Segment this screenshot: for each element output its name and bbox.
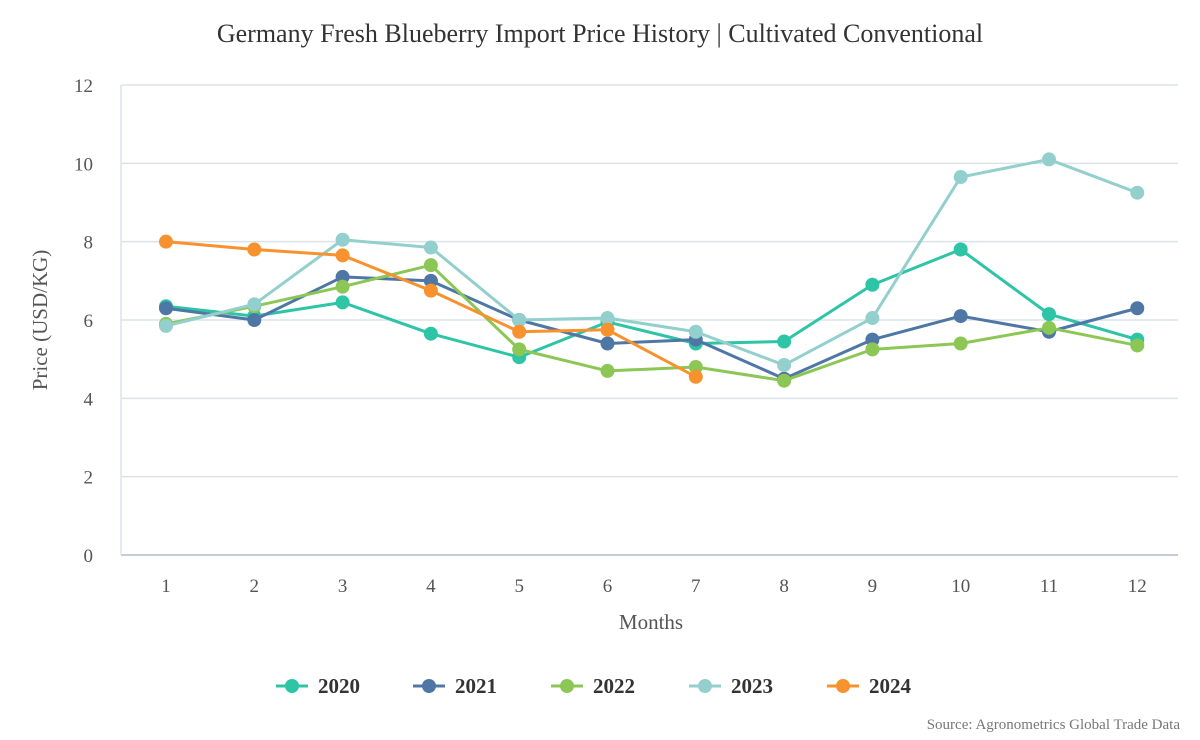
- y-tick-label: 6: [84, 311, 94, 332]
- data-point-2023-5[interactable]: [512, 313, 527, 327]
- series-2023: [159, 152, 1145, 373]
- x-tick-label: 8: [779, 576, 789, 597]
- data-point-2023-2[interactable]: [247, 297, 262, 312]
- data-point-2021-1[interactable]: [159, 301, 173, 316]
- x-tick-label: 1: [161, 576, 171, 597]
- x-axis-label: Months: [619, 610, 683, 634]
- data-point-2023-7[interactable]: [688, 324, 703, 339]
- data-point-2022-10[interactable]: [953, 336, 968, 351]
- y-tick-label: 8: [84, 233, 94, 254]
- data-point-2020-10[interactable]: [953, 242, 968, 257]
- chart-title: Germany Fresh Blueberry Import Price His…: [217, 19, 983, 48]
- legend-label-2023: 2023: [731, 674, 773, 698]
- data-point-2023-11[interactable]: [1042, 152, 1056, 167]
- series-line-2020: [165, 248, 1138, 359]
- series-2024: [159, 234, 703, 384]
- data-point-2023-10[interactable]: [953, 170, 968, 185]
- data-point-2021-2[interactable]: [247, 313, 262, 327]
- data-point-2021-9[interactable]: [865, 332, 880, 347]
- series-2020: [159, 242, 1145, 365]
- y-tick-label: 4: [84, 389, 94, 410]
- data-point-2020-8[interactable]: [777, 334, 792, 349]
- data-point-2021-10[interactable]: [953, 309, 968, 324]
- legend-marker-2022: [560, 679, 574, 693]
- data-point-2022-6[interactable]: [600, 363, 615, 378]
- x-tick-label: 12: [1128, 576, 1147, 597]
- x-tick-label: 10: [951, 576, 970, 597]
- data-point-2024-7[interactable]: [688, 369, 703, 384]
- legend-item-2023[interactable]: 2023: [689, 674, 773, 698]
- data-point-2022-8[interactable]: [777, 373, 792, 388]
- data-point-2021-6[interactable]: [600, 336, 615, 351]
- x-tick-label: 4: [426, 576, 436, 597]
- data-point-2021-12[interactable]: [1130, 301, 1145, 316]
- legend-label-2021: 2021: [455, 674, 497, 698]
- series-line-2023: [165, 157, 1138, 367]
- series-2022: [159, 258, 1145, 388]
- x-tick-label: 9: [868, 576, 878, 597]
- data-point-2022-12[interactable]: [1130, 338, 1145, 353]
- series-line-2022: [165, 263, 1138, 383]
- data-point-2020-3[interactable]: [335, 295, 350, 310]
- legend-item-2021[interactable]: 2021: [413, 674, 497, 698]
- legend-item-2022[interactable]: 2022: [551, 674, 635, 698]
- data-point-2022-9[interactable]: [865, 342, 880, 357]
- source-note: Source: Agronometrics Global Trade Data: [927, 717, 1181, 733]
- x-tick-label: 3: [338, 576, 348, 597]
- legend-item-2024[interactable]: 2024: [827, 674, 912, 698]
- x-tick-label: 5: [514, 576, 524, 597]
- legend-marker-2020: [285, 679, 299, 693]
- grid: [121, 84, 1178, 478]
- legend[interactable]: 2020 2021 2022 2023 2024: [276, 674, 912, 698]
- data-point-2020-9[interactable]: [865, 277, 880, 292]
- legend-marker-2024: [836, 679, 850, 693]
- x-tick-label: 2: [250, 576, 260, 597]
- series-group: [159, 152, 1145, 388]
- data-point-2023-12[interactable]: [1130, 185, 1145, 200]
- data-point-2020-11[interactable]: [1042, 307, 1056, 322]
- data-point-2022-7[interactable]: [688, 360, 703, 374]
- data-point-2022-3[interactable]: [335, 279, 350, 294]
- data-point-2021-4[interactable]: [423, 273, 438, 288]
- data-point-2024-1[interactable]: [159, 234, 173, 249]
- x-tick-label: 7: [691, 576, 701, 597]
- y-axis-label: Price (USD/KG): [28, 250, 52, 391]
- y-tick-label: 12: [74, 76, 93, 97]
- data-point-2023-6[interactable]: [600, 311, 615, 326]
- legend-marker-2021: [422, 679, 436, 693]
- x-tick-label: 11: [1040, 576, 1058, 597]
- y-axis-ticks: 0 2 4 6 8 10 12: [74, 76, 94, 567]
- legend-marker-2023: [698, 679, 712, 693]
- y-tick-label: 10: [74, 154, 93, 175]
- x-tick-label: 6: [603, 576, 613, 597]
- data-point-2024-4[interactable]: [423, 283, 438, 298]
- data-point-2024-6[interactable]: [600, 322, 615, 337]
- data-point-2024-5[interactable]: [512, 324, 527, 339]
- data-point-2023-3[interactable]: [335, 232, 350, 247]
- data-point-2022-5[interactable]: [512, 342, 527, 357]
- data-point-2023-1[interactable]: [159, 318, 173, 333]
- legend-item-2020[interactable]: 2020: [276, 674, 360, 698]
- data-point-2024-3[interactable]: [335, 248, 350, 263]
- y-tick-label: 0: [84, 546, 94, 567]
- data-point-2023-9[interactable]: [865, 311, 880, 326]
- y-tick-label: 2: [84, 468, 94, 489]
- data-point-2024-2[interactable]: [247, 242, 262, 257]
- data-point-2023-8[interactable]: [777, 358, 792, 373]
- data-point-2022-11[interactable]: [1042, 320, 1056, 335]
- data-point-2022-4[interactable]: [423, 258, 438, 273]
- legend-label-2024: 2024: [869, 674, 912, 698]
- data-point-2023-4[interactable]: [423, 240, 438, 255]
- legend-label-2022: 2022: [593, 674, 635, 698]
- series-line-2021: [165, 275, 1138, 381]
- legend-label-2020: 2020: [318, 674, 360, 698]
- data-point-2021-3[interactable]: [335, 269, 350, 284]
- x-axis-ticks: 1 2 3 4 5 6 7 8 9 10 11 12: [161, 576, 1147, 597]
- data-point-2020-4[interactable]: [423, 326, 438, 341]
